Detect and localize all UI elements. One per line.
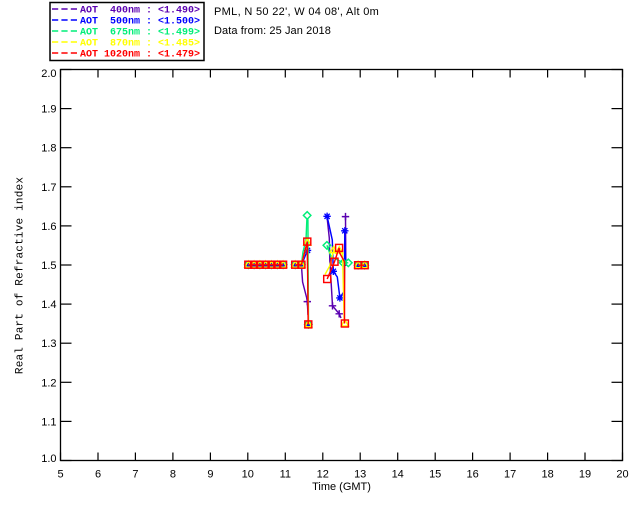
svg-text:16: 16: [466, 469, 478, 481]
svg-text:AOT 1020nm : <1.479>: AOT 1020nm : <1.479>: [80, 50, 200, 61]
svg-text:12: 12: [317, 469, 329, 481]
svg-text:1.1: 1.1: [41, 416, 56, 428]
svg-text:14: 14: [392, 469, 404, 481]
svg-text:1.7: 1.7: [41, 182, 56, 194]
svg-text:1.3: 1.3: [41, 338, 56, 350]
svg-text:1.6: 1.6: [41, 221, 56, 233]
svg-text:AOT 500nm : <1.500>: AOT 500nm : <1.500>: [80, 17, 200, 28]
svg-text:1.8: 1.8: [41, 143, 56, 155]
svg-text:18: 18: [541, 469, 553, 481]
svg-text:15: 15: [429, 469, 441, 481]
svg-text:1.9: 1.9: [41, 104, 56, 116]
svg-text:9: 9: [207, 469, 213, 481]
svg-text:1.4: 1.4: [41, 299, 56, 311]
svg-text:AOT 400nm : <1.490>: AOT 400nm : <1.490>: [80, 6, 200, 17]
svg-text:Real Part of Refractive index: Real Part of Refractive index: [14, 177, 26, 374]
svg-text:PML, N 50 22', W 04 08', Alt 0: PML, N 50 22', W 04 08', Alt 0m: [214, 6, 379, 18]
svg-text:19: 19: [579, 469, 591, 481]
svg-text:13: 13: [354, 469, 366, 481]
svg-text:AOT 675nm : <1.499>: AOT 675nm : <1.499>: [80, 28, 200, 39]
svg-text:10: 10: [242, 469, 254, 481]
svg-text:1.5: 1.5: [41, 260, 56, 272]
svg-text:1.2: 1.2: [41, 377, 56, 389]
svg-text:Data from: 25 Jan 2018: Data from: 25 Jan 2018: [214, 25, 331, 37]
svg-text:8: 8: [170, 469, 176, 481]
svg-text:2.0: 2.0: [41, 68, 56, 80]
svg-text:1.0: 1.0: [41, 453, 56, 465]
svg-text:11: 11: [280, 469, 291, 481]
svg-text:AOT 870nm : <1.485>: AOT 870nm : <1.485>: [80, 39, 200, 50]
svg-text:20: 20: [616, 469, 628, 481]
svg-text:5: 5: [57, 469, 63, 481]
svg-text:Time (GMT): Time (GMT): [312, 481, 371, 493]
svg-text:6: 6: [95, 469, 101, 481]
svg-text:17: 17: [504, 469, 516, 481]
svg-text:7: 7: [132, 469, 138, 481]
